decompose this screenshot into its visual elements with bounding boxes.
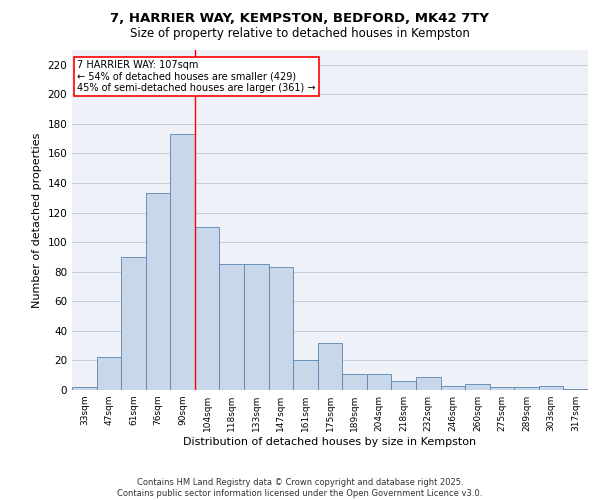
Bar [72, 387, 97, 390]
Y-axis label: Number of detached properties: Number of detached properties [32, 132, 42, 308]
Bar [342, 374, 367, 390]
Bar [539, 386, 563, 390]
Bar [391, 381, 416, 390]
Bar [97, 358, 121, 390]
Bar [465, 384, 490, 390]
Bar [220, 264, 244, 390]
Bar [367, 374, 391, 390]
X-axis label: Distribution of detached houses by size in Kempston: Distribution of detached houses by size … [184, 437, 476, 447]
Bar [563, 388, 588, 390]
Text: Contains HM Land Registry data © Crown copyright and database right 2025.
Contai: Contains HM Land Registry data © Crown c… [118, 478, 482, 498]
Bar [514, 387, 539, 390]
Bar [293, 360, 318, 390]
Text: 7, HARRIER WAY, KEMPSTON, BEDFORD, MK42 7TY: 7, HARRIER WAY, KEMPSTON, BEDFORD, MK42 … [110, 12, 490, 26]
Bar [244, 264, 269, 390]
Bar [440, 386, 465, 390]
Bar [490, 387, 514, 390]
Bar [416, 376, 440, 390]
Bar [318, 342, 342, 390]
Bar [146, 194, 170, 390]
Bar [195, 228, 220, 390]
Bar [269, 268, 293, 390]
Text: 7 HARRIER WAY: 107sqm
← 54% of detached houses are smaller (429)
45% of semi-det: 7 HARRIER WAY: 107sqm ← 54% of detached … [77, 60, 316, 94]
Text: Size of property relative to detached houses in Kempston: Size of property relative to detached ho… [130, 28, 470, 40]
Bar [121, 257, 146, 390]
Bar [170, 134, 195, 390]
